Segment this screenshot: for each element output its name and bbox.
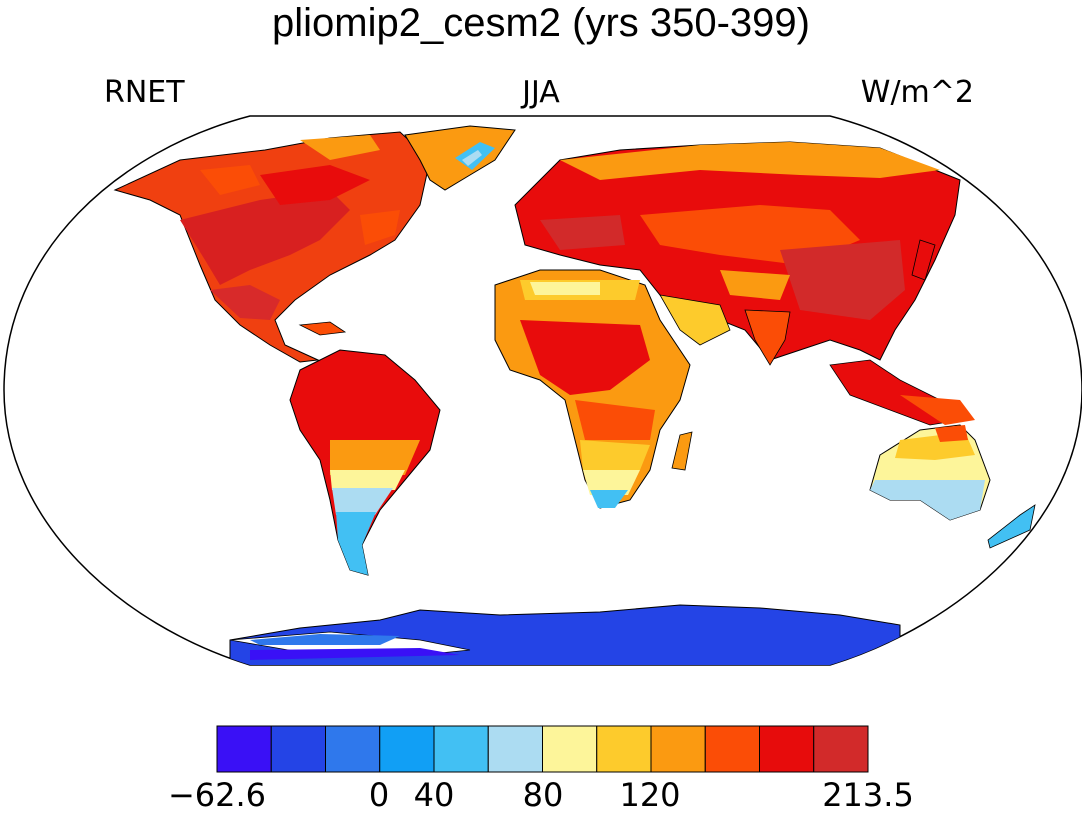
colorbar-tick-label: 40 [413, 776, 455, 814]
greenland-landmass [404, 125, 516, 191]
south-america-landmass [289, 349, 441, 576]
colorbar-tick-label: −62.6 [167, 776, 267, 814]
variable-label: RNET [104, 75, 185, 110]
colorbar-box [650, 725, 706, 773]
season-label: JJA [522, 75, 560, 110]
antarctica-landmass [229, 604, 901, 665]
colorbar-tick-label: 213.5 [822, 776, 914, 814]
colorbar-box [813, 725, 869, 773]
australia-landmass [869, 424, 1036, 549]
figure-title: pliomip2_cesm2 (yrs 350-399) [271, 1, 810, 45]
africa-landmass [494, 269, 693, 509]
colorbar-box [487, 725, 543, 773]
colorbar-box [216, 725, 272, 773]
colorbar-box [759, 725, 815, 773]
north-america-landmass [113, 131, 431, 363]
colorbar-tick-label: 120 [619, 776, 681, 814]
colorbar-box [433, 725, 489, 773]
colorbar [216, 725, 869, 773]
units-label: W/m^2 [860, 75, 974, 110]
colorbar-tick-label: 0 [368, 776, 390, 814]
colorbar-box [379, 725, 435, 773]
colorbar-box [596, 725, 652, 773]
colorbar-box [542, 725, 598, 773]
colorbar-box [704, 725, 760, 773]
colorbar-box [270, 725, 326, 773]
colorbar-box [325, 725, 381, 773]
eurasia-landmass [514, 141, 975, 426]
colorbar-tick-label: 80 [522, 776, 564, 814]
